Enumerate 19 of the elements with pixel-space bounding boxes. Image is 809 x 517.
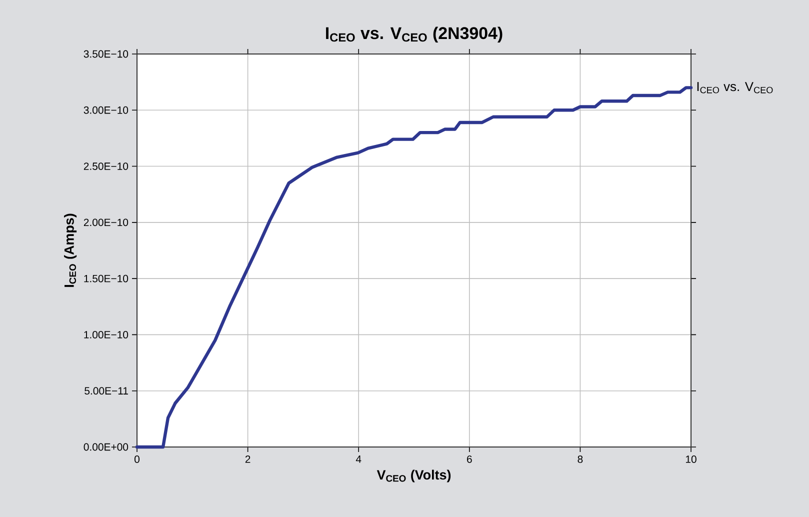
- x-axis-title: V$_{CEO}$ (Volts): [376, 470, 451, 482]
- x-tick-label: 0: [134, 456, 140, 463]
- y-tick-label: 5.00E−11: [84, 387, 128, 395]
- x-tick-label: 8: [578, 456, 583, 463]
- series-label: I$_{CEO}$ vs. V$_{CEO}$: [697, 82, 773, 94]
- y-tick-label: 2.50E−10: [84, 162, 128, 170]
- y-tick-label: 3.50E−10: [84, 50, 128, 58]
- y-tick-label: 0.00E+00: [84, 443, 128, 451]
- x-tick-label: 10: [686, 456, 696, 463]
- x-tick-label: 2: [245, 456, 250, 463]
- line-series: [135, 86, 693, 449]
- y-tick-label: 3.00E−10: [84, 106, 128, 114]
- y-tick-label: 1.00E−10: [84, 331, 128, 338]
- x-tick-label: 6: [467, 456, 472, 463]
- y-axis-title: I$_{CEO}$ (Amps): [64, 214, 77, 287]
- y-tick-label: 1.50E−10: [84, 274, 128, 282]
- x-tick-label: 4: [356, 456, 362, 463]
- chart-title: I$_{CEO}$ vs. V$_{CEO}$ (2N3904): [326, 26, 502, 42]
- y-tick-label: 2.00E−10: [84, 218, 128, 226]
